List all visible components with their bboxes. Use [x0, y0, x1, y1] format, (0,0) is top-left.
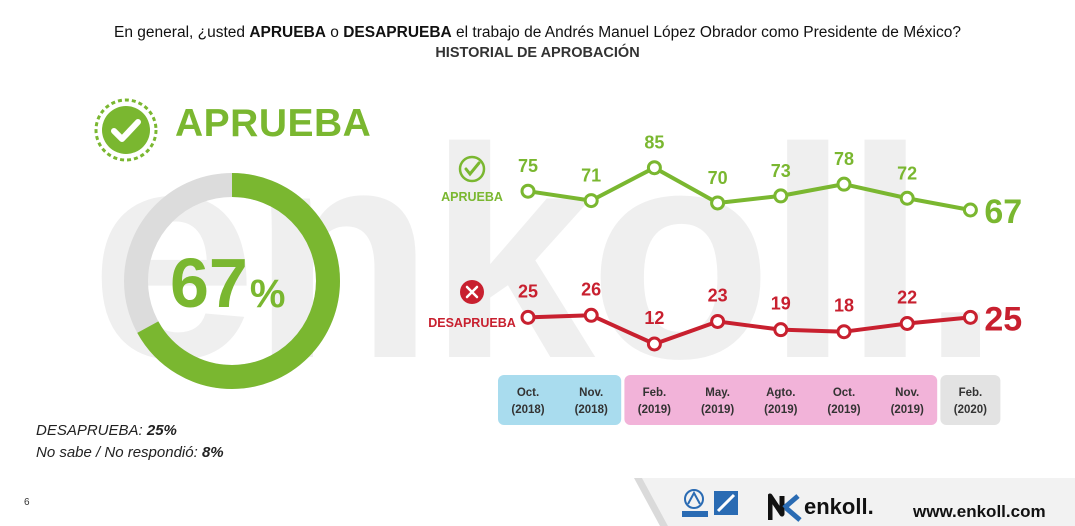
- series-line-desaprueba: [527, 313, 971, 346]
- check-icon-mark: [464, 161, 481, 177]
- category-group-2020: [940, 375, 1001, 425]
- x-tick-month: May.: [705, 387, 730, 399]
- data-label: 26: [581, 279, 601, 299]
- data-point: [836, 324, 852, 340]
- x-tick-month: Agto.: [766, 387, 795, 399]
- data-point: [646, 160, 662, 176]
- enkoll-nk-icon: [768, 493, 802, 522]
- approve-label: APRUEBA: [175, 102, 372, 145]
- series-name-aprueba: APRUEBA: [441, 190, 503, 204]
- x-tick-year: (2019): [827, 404, 860, 416]
- data-point: [899, 190, 915, 206]
- category-group-2018: [498, 375, 622, 425]
- x-tick-year: (2019): [764, 404, 797, 416]
- data-point: [520, 309, 536, 325]
- enkoll-brand-text: enkoll.: [804, 494, 874, 519]
- data-label: 70: [708, 168, 728, 188]
- x-tick-month: Nov.: [895, 387, 919, 399]
- chart-subtitle: HISTORIAL DE APROBACIÓN: [435, 45, 640, 61]
- data-label: 25: [518, 281, 538, 301]
- data-label: 18: [834, 296, 854, 316]
- series-name-desaprueba: DESAPRUEBA: [428, 316, 516, 330]
- check-icon: [458, 155, 486, 183]
- other-responses: DESAPRUEBA: 25% No sabe / No respondió: …: [36, 420, 224, 464]
- x-tick-month: Feb.: [643, 387, 667, 399]
- data-label: 22: [897, 288, 917, 308]
- data-point: [962, 309, 978, 325]
- data-point: [962, 202, 978, 218]
- survey-question: En general, ¿usted APRUEBA o DESAPRUEBA …: [114, 24, 961, 41]
- category-group-2019: [624, 375, 938, 425]
- data-label-latest: 25: [984, 300, 1022, 338]
- svg-text:enkoll.: enkoll.: [90, 95, 980, 385]
- data-point: [520, 183, 536, 199]
- data-label: 12: [644, 308, 664, 328]
- x-tick-month: Nov.: [579, 387, 603, 399]
- page-number: 6: [24, 497, 30, 508]
- website-link[interactable]: www.enkoll.com: [913, 502, 1046, 521]
- data-point: [710, 195, 726, 211]
- page-header: En general, ¿usted APRUEBA o DESAPRUEBA …: [0, 24, 1075, 61]
- data-point: [773, 322, 789, 338]
- x-tick-year: (2019): [638, 404, 671, 416]
- data-label: 72: [897, 163, 917, 183]
- footer-band: [634, 478, 1075, 526]
- enkoll-watermark: enkoll.: [90, 95, 980, 385]
- approval-donut: [124, 173, 340, 389]
- approve-percentage: 67%: [170, 244, 286, 322]
- data-point: [836, 176, 852, 192]
- data-label-latest: 67: [984, 193, 1022, 231]
- x-tick-year: (2018): [511, 404, 544, 416]
- donut-approve-arc: [124, 173, 340, 389]
- x-tick-month: Oct.: [833, 387, 855, 399]
- enkoll-logo: enkoll.: [768, 492, 874, 522]
- data-label: 19: [771, 294, 791, 314]
- data-point: [583, 307, 599, 323]
- data-label: 85: [644, 133, 664, 153]
- disapprove-note: DESAPRUEBA: 25%: [36, 422, 177, 439]
- data-point: [710, 313, 726, 329]
- nosabe-note: No sabe / No respondió: 8%: [36, 444, 224, 461]
- x-tick-month: Oct.: [517, 387, 539, 399]
- x-tick-year: (2018): [575, 404, 608, 416]
- data-label: 71: [581, 166, 601, 186]
- data-point: [583, 193, 599, 209]
- x-tick-year: (2019): [891, 404, 924, 416]
- data-label: 73: [771, 161, 791, 181]
- data-label: 78: [834, 149, 854, 169]
- data-label: 23: [708, 285, 728, 305]
- x-tick-year: (2020): [954, 404, 987, 416]
- x-icon-mark: [465, 285, 479, 299]
- data-point: [646, 336, 662, 352]
- series-line-aprueba: [527, 165, 971, 212]
- x-tick-month: Feb.: [959, 387, 983, 399]
- x-tick-year: (2019): [701, 404, 734, 416]
- data-point: [899, 316, 915, 331]
- data-label: 75: [518, 156, 538, 176]
- data-point: [773, 188, 789, 204]
- amai-logo-icon: [682, 489, 738, 517]
- approve-check-badge-icon: [94, 98, 158, 162]
